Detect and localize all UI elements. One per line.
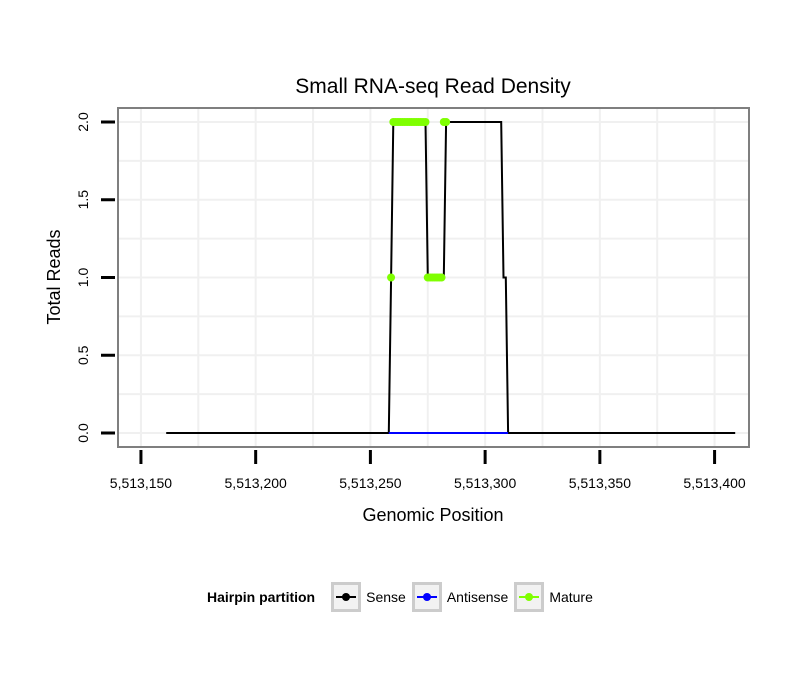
y-axis-label: Total Reads (44, 229, 64, 324)
legend-item-antisense: Antisense (411, 582, 509, 612)
series-layer (166, 117, 736, 434)
legend-item-sense: Sense (331, 582, 406, 612)
legend-label-mature: Mature (549, 589, 593, 605)
x-tick-label: 5,513,150 (110, 475, 172, 491)
legend: Hairpin partition Sense Antisense Mature (207, 580, 599, 614)
legend-key-sense (331, 582, 362, 612)
legend-item-mature: Mature (514, 582, 593, 612)
point-mature (387, 273, 396, 282)
y-tick-label: 0.5 (75, 345, 91, 365)
legend-key-antisense (411, 582, 442, 612)
y-tick-label: 1.5 (75, 190, 91, 210)
y-tick-label: 1.0 (75, 268, 91, 288)
x-tick-label: 5,513,300 (454, 475, 516, 491)
point-mature (442, 117, 451, 126)
x-axis-label: Genomic Position (362, 505, 503, 525)
y-tick-label: 0.0 (75, 423, 91, 443)
legend-title: Hairpin partition (207, 589, 316, 605)
x-tick-label: 5,513,250 (339, 475, 401, 491)
y-tick-label: 2.0 (75, 112, 91, 132)
legend-label-antisense: Antisense (446, 589, 509, 605)
y-axis: 0.0 0.5 1.0 1.5 2.0 (75, 112, 115, 443)
x-tick-label: 5,513,350 (569, 475, 631, 491)
x-tick-label: 5,513,200 (225, 475, 287, 491)
legend-key-mature (514, 582, 545, 612)
chart-title: Small RNA-seq Read Density (295, 75, 571, 98)
legend-label-sense: Sense (366, 589, 406, 605)
point-mature (437, 273, 446, 282)
x-tick-label: 5,513,400 (683, 475, 745, 491)
point-mature (421, 117, 430, 126)
x-axis: 5,513,150 5,513,200 5,513,250 5,513,300 5,51… (110, 450, 746, 491)
